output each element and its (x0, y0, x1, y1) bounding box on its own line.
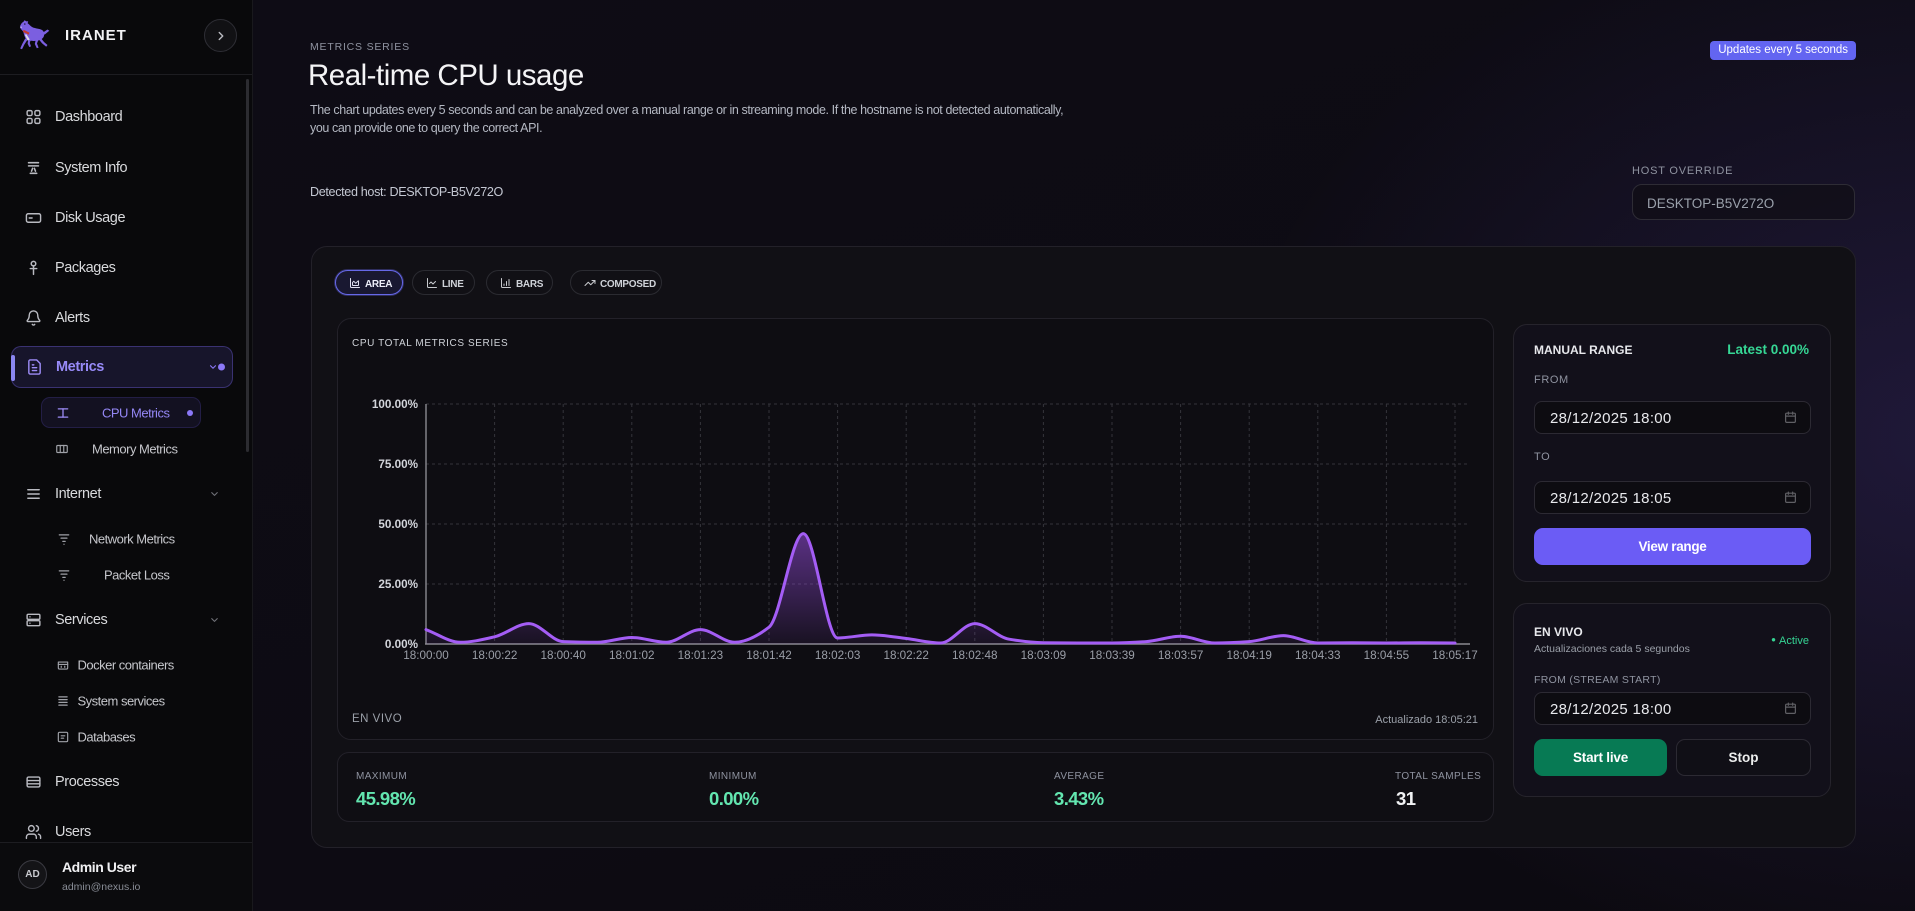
svg-text:18:01:23: 18:01:23 (678, 649, 724, 662)
svg-text:18:01:02: 18:01:02 (609, 649, 655, 662)
svg-text:18:00:00: 18:00:00 (403, 649, 449, 662)
svg-text:18:02:48: 18:02:48 (952, 649, 998, 662)
svg-text:50.00%: 50.00% (378, 518, 418, 531)
svg-text:18:03:09: 18:03:09 (1021, 649, 1067, 662)
svg-text:18:03:57: 18:03:57 (1158, 649, 1204, 662)
svg-text:18:03:39: 18:03:39 (1089, 649, 1135, 662)
svg-text:75.00%: 75.00% (378, 458, 418, 471)
svg-text:18:02:22: 18:02:22 (883, 649, 929, 662)
svg-text:18:05:17: 18:05:17 (1432, 649, 1478, 662)
svg-text:18:02:03: 18:02:03 (815, 649, 861, 662)
svg-text:0.00%: 0.00% (385, 638, 419, 651)
svg-text:18:04:55: 18:04:55 (1364, 649, 1410, 662)
svg-text:100.00%: 100.00% (372, 398, 419, 411)
svg-text:18:04:33: 18:04:33 (1295, 649, 1341, 662)
svg-text:25.00%: 25.00% (378, 578, 418, 591)
svg-text:18:04:19: 18:04:19 (1226, 649, 1272, 662)
svg-text:18:00:22: 18:00:22 (472, 649, 518, 662)
svg-text:18:00:40: 18:00:40 (540, 649, 586, 662)
svg-text:18:01:42: 18:01:42 (746, 649, 792, 662)
